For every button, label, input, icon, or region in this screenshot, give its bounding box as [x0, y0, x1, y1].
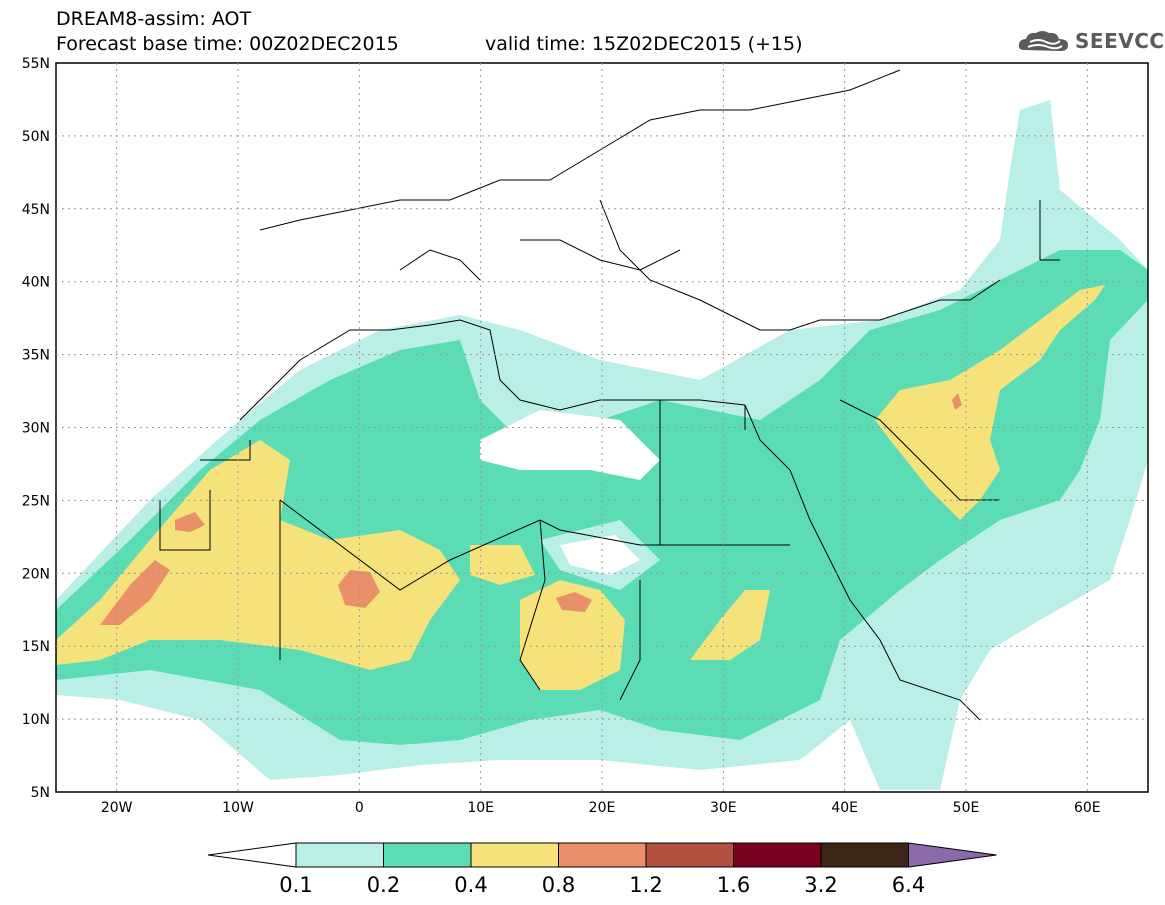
lon-label: 0: [355, 800, 364, 816]
lon-label: 60E: [1074, 800, 1101, 816]
boundaries: [159, 69, 1060, 721]
lon-label: 30E: [710, 800, 737, 816]
lat-label: 45N: [22, 202, 50, 218]
lon-label: 20W: [101, 800, 133, 816]
lat-label: 15N: [22, 639, 50, 655]
colorbar-level-label: 1.2: [629, 873, 662, 897]
colorbar-level-label: 3.2: [804, 873, 837, 897]
colorbar-box: [383, 842, 472, 868]
colorbar-box: [820, 842, 909, 868]
lon-label: 20E: [589, 800, 616, 816]
lon-label: 10W: [222, 800, 254, 816]
valid-time: valid time: 15Z02DEC2015 (+15): [485, 33, 803, 55]
colorbar-level-label: 0.4: [454, 873, 487, 897]
lat-label: 30N: [22, 421, 50, 437]
colorbar-level-label: 0.2: [367, 873, 400, 897]
forecast-base-time: Forecast base time: 00Z02DEC2015: [56, 33, 399, 55]
colorbar-under-triangle: [207, 842, 297, 868]
lon-label: 50E: [953, 800, 980, 816]
lat-label: 40N: [22, 275, 50, 291]
colorbar-box: [733, 842, 822, 868]
colorbar-over-triangle: [908, 842, 997, 868]
logo-text: SEEVCCC: [1075, 29, 1165, 53]
aot-field: [56, 100, 1148, 790]
lon-label: 10E: [467, 800, 494, 816]
map-title: DREAM8-assim: AOT: [56, 8, 252, 30]
lat-label: 10N: [22, 712, 50, 728]
colorbar-level-label: 0.1: [279, 873, 312, 897]
lon-label: 40E: [831, 800, 858, 816]
lat-label: 50N: [22, 129, 50, 145]
colorbar-box: [295, 842, 384, 868]
colorbar-box: [645, 842, 734, 868]
gridlines: [56, 63, 1148, 792]
colorbar-level-label: 1.6: [717, 873, 750, 897]
colorbar-level-label: 6.4: [892, 873, 925, 897]
lat-label: 55N: [22, 56, 50, 72]
colorbar-box: [558, 842, 647, 868]
colorbar-box: [470, 842, 559, 868]
lat-label: 20N: [22, 566, 50, 582]
lat-label: 35N: [22, 348, 50, 364]
lat-label: 5N: [31, 785, 50, 801]
lat-label: 25N: [22, 493, 50, 509]
cloud-icon: [1018, 31, 1068, 51]
colorbar-level-label: 0.8: [542, 873, 575, 897]
